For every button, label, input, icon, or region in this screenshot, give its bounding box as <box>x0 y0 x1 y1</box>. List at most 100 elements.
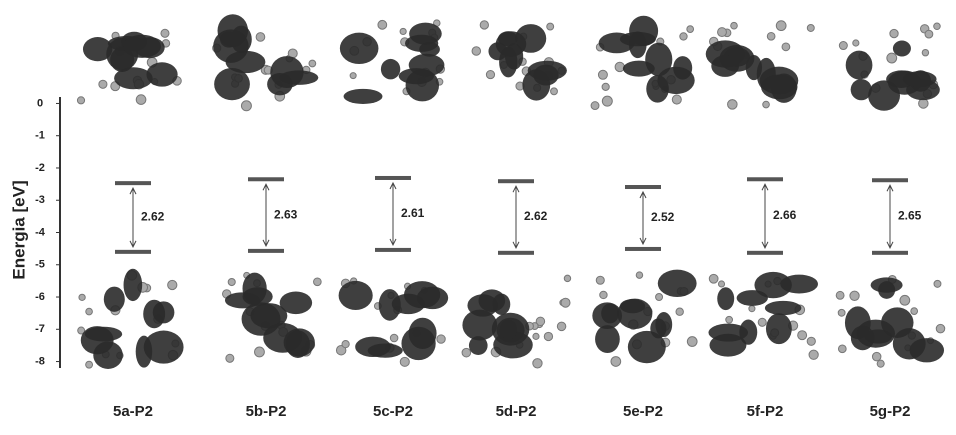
orbital-lobe <box>124 269 143 301</box>
orbital-lobe <box>765 301 802 315</box>
atom <box>99 80 107 88</box>
atom <box>342 340 349 347</box>
orbital-lobe <box>135 37 165 58</box>
orbital-lobe <box>717 287 734 310</box>
atom <box>598 70 607 79</box>
orbital-lobe <box>114 67 153 89</box>
atom <box>600 291 607 298</box>
atom <box>838 309 845 316</box>
atom <box>533 333 539 339</box>
x-tick-label: 5a-P2 <box>113 403 153 420</box>
lumo-level <box>115 181 151 185</box>
x-tick-label: 5g-P2 <box>870 403 911 420</box>
atom <box>672 95 681 104</box>
orbital-lobe <box>592 302 622 329</box>
orbital-lobe <box>766 313 792 344</box>
atom <box>838 345 846 353</box>
atom <box>687 337 697 347</box>
atom <box>922 49 928 55</box>
homo-level <box>498 251 534 255</box>
gap-label: 2.63 <box>274 207 298 221</box>
atom <box>611 357 621 367</box>
orbital-lobe <box>401 327 435 360</box>
atom <box>136 95 146 105</box>
orbital-lobe <box>739 319 757 344</box>
atom <box>934 280 941 287</box>
atom <box>564 275 570 281</box>
atom <box>350 73 356 79</box>
orbital-images <box>77 14 944 369</box>
atom <box>228 278 235 285</box>
atom <box>400 357 409 366</box>
atom <box>480 21 488 29</box>
gap-label: 2.61 <box>401 206 425 220</box>
homo-level <box>747 251 783 255</box>
atom <box>596 276 604 284</box>
atom <box>77 97 84 104</box>
page: Energia [eV] 0-1-2-3-4-5-6-7-82.625a-P22… <box>0 0 956 435</box>
lumo-level <box>747 177 783 181</box>
atom <box>836 291 844 299</box>
atom <box>255 347 265 357</box>
x-tick-label: 5e-P2 <box>623 403 663 420</box>
atom <box>749 306 755 312</box>
x-tick-label: 5f-P2 <box>747 403 784 420</box>
orbital-lobe <box>469 336 488 355</box>
chart: Energia [eV] 0-1-2-3-4-5-6-7-82.625a-P22… <box>0 0 956 435</box>
atom <box>839 42 847 50</box>
atom <box>400 28 406 34</box>
atom <box>709 274 718 283</box>
orbital-lobe <box>340 33 379 64</box>
atom <box>309 60 316 67</box>
y-tick-label: -2 <box>35 162 45 174</box>
orbital-lobe <box>406 69 439 101</box>
orbital-lobe <box>771 73 797 102</box>
gap-label: 2.62 <box>141 210 165 224</box>
orbital-lobe <box>711 55 739 77</box>
orbital-lobe <box>851 79 872 100</box>
atom <box>728 100 738 110</box>
y-tick-label: -3 <box>35 194 45 206</box>
atom <box>853 40 859 46</box>
orbital-lobe <box>903 71 937 87</box>
orbital-lobe <box>851 326 875 351</box>
x-tick-label: 5d-P2 <box>496 403 537 420</box>
orbital-lobe <box>144 331 184 364</box>
orbital-lobe <box>515 24 546 53</box>
homo-level <box>248 249 284 253</box>
atom <box>676 308 683 315</box>
lumo-level <box>375 176 411 180</box>
orbital-lobe <box>893 41 911 57</box>
orbital-lobe <box>419 42 440 57</box>
orbital-lobe <box>286 330 310 358</box>
atom <box>687 26 694 33</box>
homo-level <box>872 251 908 255</box>
atom <box>168 280 177 289</box>
lumo-level <box>872 178 908 182</box>
atom <box>887 53 897 63</box>
atom <box>390 334 398 342</box>
atom <box>79 294 85 300</box>
homo-level <box>625 247 661 251</box>
atom <box>925 30 933 38</box>
orbital-lobe <box>243 287 273 306</box>
atom <box>86 361 93 368</box>
orbital-lobe <box>595 325 620 353</box>
gap-label: 2.52 <box>651 210 675 224</box>
y-axis-title: Energia [eV] <box>9 180 28 279</box>
atom <box>877 360 884 367</box>
atom <box>472 47 481 56</box>
atom <box>656 294 663 301</box>
atom <box>936 324 945 333</box>
orbital-lobe <box>280 291 312 314</box>
atom <box>86 308 93 315</box>
atom <box>919 99 929 109</box>
atom <box>547 23 554 30</box>
atom <box>911 308 918 315</box>
x-tick-label: 5b-P2 <box>246 403 287 420</box>
atom <box>798 331 807 340</box>
atom <box>731 22 738 29</box>
x-tick-label: 5c-P2 <box>373 403 413 420</box>
atom <box>718 281 724 287</box>
atom <box>890 29 898 37</box>
